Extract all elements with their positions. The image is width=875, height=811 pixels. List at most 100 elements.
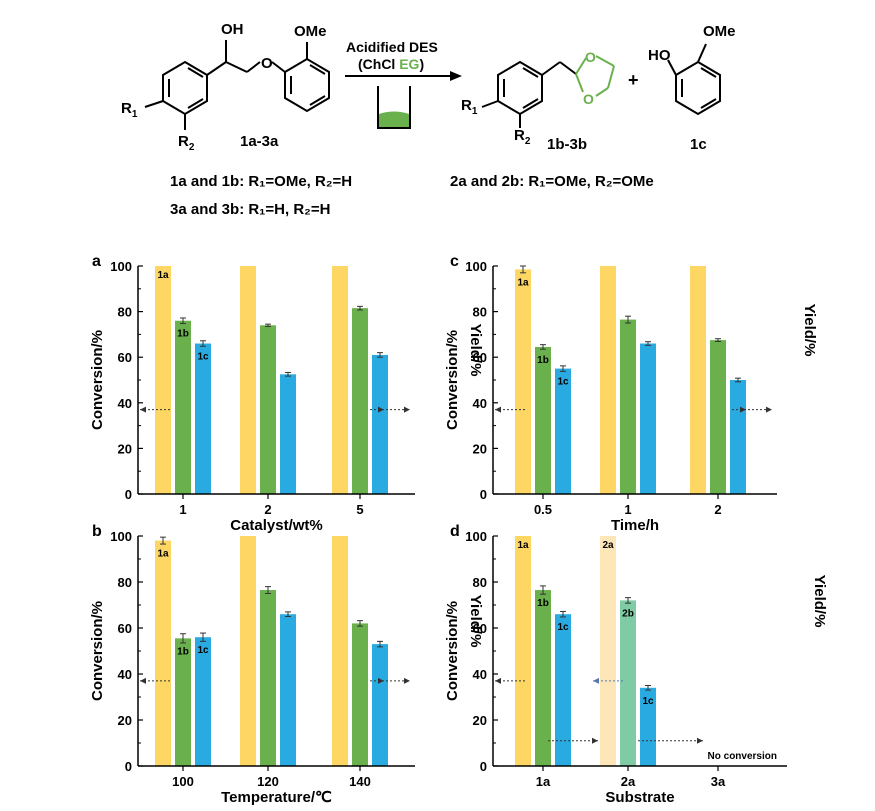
arrowhead-right-d-0 [592, 737, 598, 744]
bar-label-c-1c: 1c [557, 377, 569, 388]
ylabel-left2-c: Yield/% [467, 324, 484, 377]
bar-a-1b-2 [260, 325, 276, 494]
reaction-arrowhead [450, 71, 462, 81]
arrowhead-left-d [495, 677, 501, 684]
bar-b-1c-100 [195, 637, 211, 766]
ylabel-right-d: Yield/% [811, 575, 828, 628]
bar-d-1c-1a [555, 614, 571, 766]
xtick-label-d-1a: 1a [536, 774, 551, 789]
xlabel-d: Substrate [605, 789, 674, 806]
ytick-label-d-0: 0 [480, 759, 487, 774]
bar-b-1b-120 [260, 590, 276, 766]
arrowhead-right-c [766, 406, 772, 413]
ytick-label-c-100: 100 [465, 259, 487, 274]
note-2a-2b: 2a and 2b: R₁=OMe, R₂=OMe [450, 173, 654, 190]
arrowhead-left-d-2a [593, 677, 599, 684]
ylabel-left-d: Conversion/% [444, 601, 461, 701]
bar-label-d-2a: 2a [602, 540, 614, 551]
bar-label-c-1b: 1b [537, 355, 549, 366]
ytick-label-d-100: 100 [465, 529, 487, 544]
panel-label-c: c [450, 253, 459, 270]
bar-a-1a-1 [155, 266, 171, 494]
ytick-label-c-0: 0 [480, 487, 487, 502]
bar-b-1b-140 [352, 623, 368, 766]
bar-label-b-1c: 1c [197, 645, 209, 656]
dioxolane-o2: O [583, 91, 594, 107]
ylabel-left-a: Conversion/% [89, 330, 106, 430]
ytick-label-c-60: 60 [473, 350, 487, 365]
annotation-no-conversion: No conversion [708, 751, 777, 762]
ytick-label-d-20: 20 [473, 713, 487, 728]
plus-sign: + [628, 70, 639, 90]
bar-label-b-1b: 1b [177, 646, 189, 657]
ytick-label-a-0: 0 [125, 487, 132, 502]
ytick-label-a-100: 100 [110, 259, 132, 274]
bar-label-a-1a: 1a [157, 270, 169, 281]
bar-c-1c-2 [730, 380, 746, 494]
arrowhead-right-a [404, 406, 410, 413]
xtick-label-d-2a: 2a [621, 774, 636, 789]
reactant-ome-label: OMe [294, 23, 327, 40]
bar-d-1c-2a [640, 687, 656, 766]
arrowhead-mid-b [378, 677, 384, 684]
bar-label-a-1c: 1c [197, 352, 209, 363]
bar-a-1c-1 [195, 343, 211, 494]
arrowhead-left-a [140, 406, 146, 413]
bar-c-1a-1 [600, 266, 616, 494]
note-3a-3b: 3a and 3b: R₁=H, R₂=H [170, 201, 330, 218]
xlabel-b: Temperature/℃ [221, 789, 332, 806]
ytick-label-a-40: 40 [118, 396, 132, 411]
bar-label-d-1b: 1b [537, 598, 549, 609]
xtick-label-c-1: 1 [624, 502, 631, 517]
bar-c-1b-0.5 [535, 346, 551, 494]
catalyst-line1: Acidified DES [346, 39, 438, 55]
xtick-label-a-1: 1 [179, 502, 186, 517]
ytick-label-c-40: 40 [473, 396, 487, 411]
ylabel-left-c: Conversion/% [444, 330, 461, 430]
bar-d-b-2a [620, 600, 636, 766]
reaction-scheme: OH O OMe R1 R2 1a-3a Acidified DES (ChCl… [121, 21, 736, 218]
ytick-label-a-60: 60 [118, 350, 132, 365]
bar-label-d-2b: 2b [622, 608, 634, 619]
bar-a-1c-5 [372, 354, 388, 494]
flask-icon [377, 86, 411, 129]
bar-a-1a-2 [240, 266, 256, 494]
dioxolane-o1: O [585, 49, 596, 65]
bar-d-b-1a [535, 590, 551, 766]
ytick-label-b-40: 40 [118, 667, 132, 682]
catalyst-line2: (ChCl EG) [358, 56, 424, 72]
bar-label-a-1b: 1b [177, 329, 189, 340]
bar-c-1b-1 [620, 319, 636, 494]
bar-c-1c-1 [640, 343, 656, 494]
xtick-label-c-0.5: 0.5 [534, 502, 552, 517]
ytick-label-c-80: 80 [473, 305, 487, 320]
bar-a-1b-1 [175, 320, 191, 494]
bar-label-d-1c: 1c [642, 696, 654, 707]
bar-label-d-1c: 1c [557, 622, 569, 633]
bar-d-conversion-2a [600, 536, 616, 766]
reactant-ether-o: O [261, 55, 273, 72]
bar-b-1c-140 [372, 644, 388, 766]
arrowhead-mid-c [740, 406, 746, 413]
panel-label-a: a [92, 253, 101, 270]
product2-ho: HO [648, 47, 671, 64]
xtick-label-c-2: 2 [714, 502, 721, 517]
reactant-r1: R1 [121, 100, 138, 120]
reactant-oh-label: OH [221, 21, 244, 38]
xlabel-a: Catalyst/wt% [230, 517, 323, 534]
product1-structure [481, 60, 577, 128]
xtick-label-b-140: 140 [349, 774, 371, 789]
bar-c-1a-2 [690, 266, 706, 494]
ylabel-right-c: Yield/% [801, 304, 818, 357]
ytick-label-a-20: 20 [118, 441, 132, 456]
panel-label-d: d [450, 523, 460, 540]
bar-label-c-1a: 1a [517, 277, 529, 288]
ytick-label-c-20: 20 [473, 441, 487, 456]
ytick-label-b-100: 100 [110, 529, 132, 544]
xtick-label-a-5: 5 [356, 502, 363, 517]
product-r2: R2 [514, 127, 531, 147]
reactant-r2: R2 [178, 133, 195, 153]
ytick-label-a-80: 80 [118, 305, 132, 320]
bar-b-1a-120 [240, 536, 256, 766]
